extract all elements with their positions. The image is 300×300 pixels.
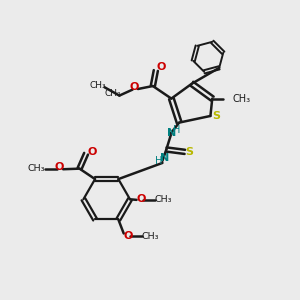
Text: O: O: [54, 163, 64, 172]
Text: S: S: [186, 147, 194, 157]
Text: CH₃: CH₃: [28, 164, 45, 173]
Text: O: O: [157, 62, 166, 72]
Text: CH₃: CH₃: [141, 232, 159, 241]
Text: H: H: [173, 125, 181, 135]
Text: O: O: [129, 82, 139, 92]
Text: O: O: [87, 147, 97, 157]
Text: H: H: [155, 156, 162, 167]
Text: N: N: [160, 153, 169, 164]
Text: N: N: [167, 128, 176, 138]
Text: CH₃: CH₃: [232, 94, 250, 103]
Text: O: O: [123, 231, 133, 241]
Text: S: S: [212, 111, 220, 121]
Text: CH₃: CH₃: [90, 81, 106, 90]
Text: CH₃: CH₃: [154, 195, 172, 204]
Text: CH₂: CH₂: [104, 89, 121, 98]
Text: O: O: [136, 194, 146, 204]
